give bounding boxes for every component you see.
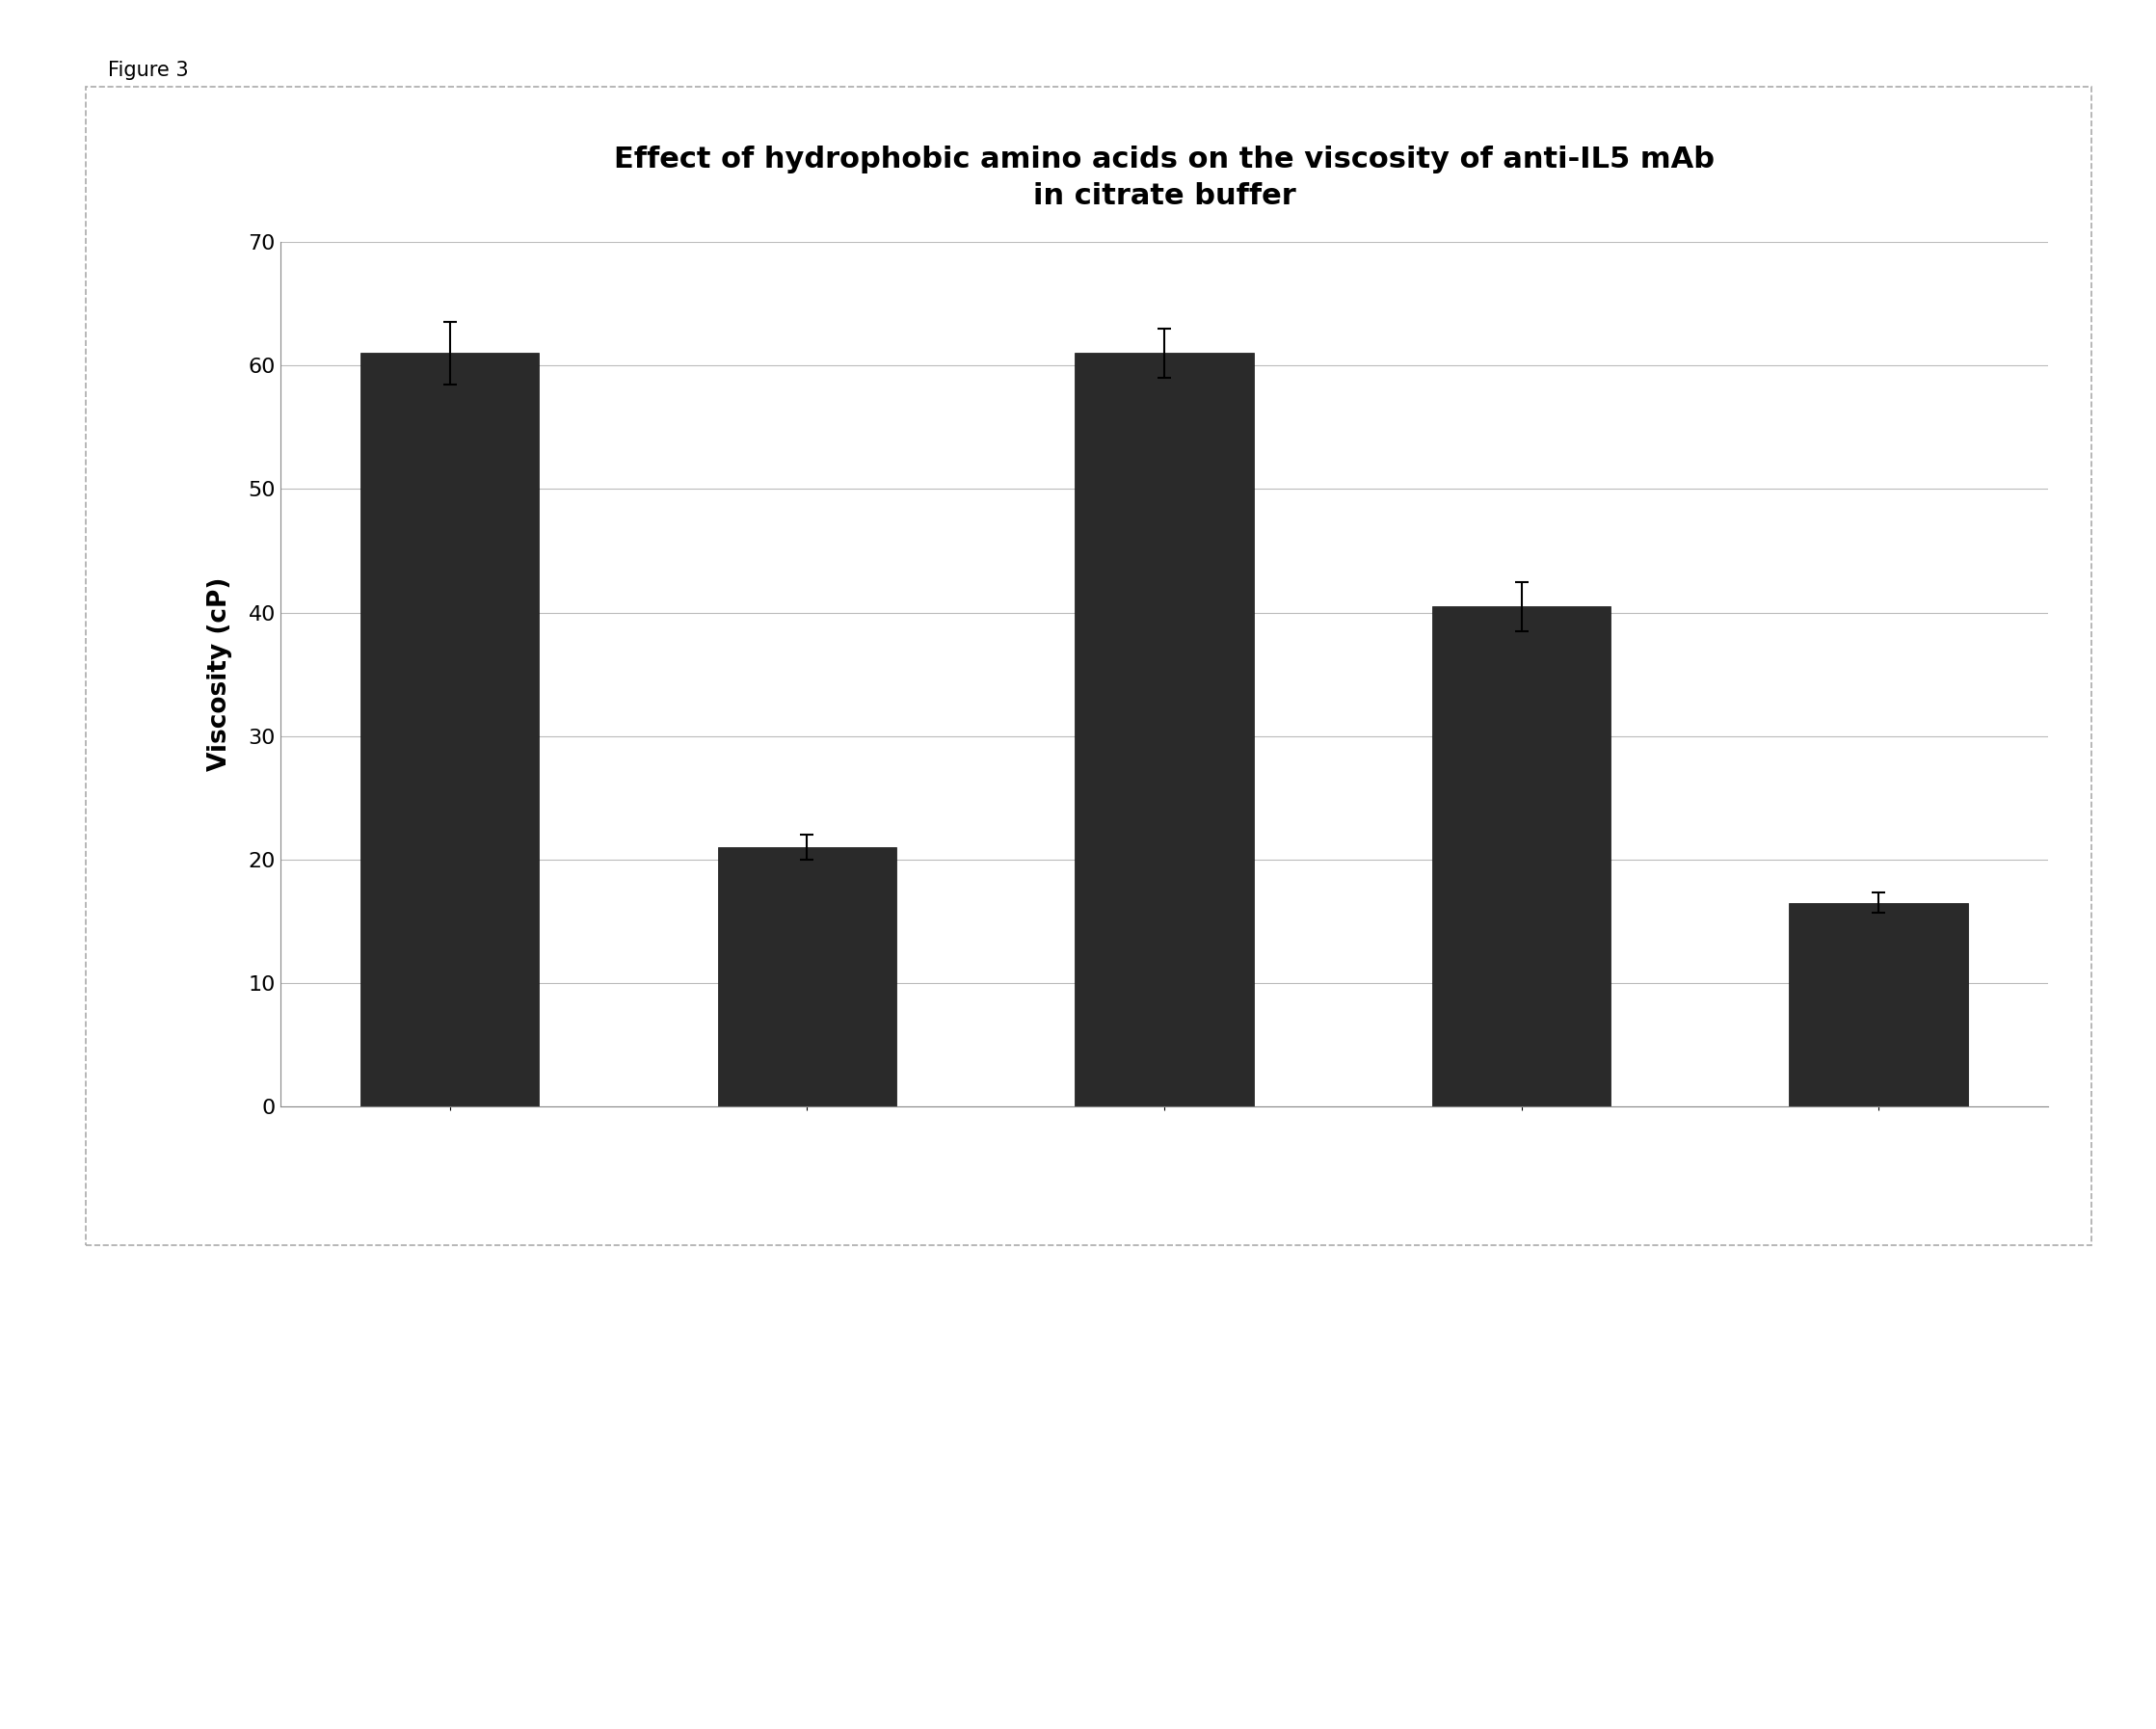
Bar — [718, 847, 897, 1107]
Text: Figure 3: Figure 3 — [108, 61, 188, 80]
Bar — [360, 353, 539, 1107]
Bar — [1076, 353, 1253, 1107]
Y-axis label: Viscosity (cP): Viscosity (cP) — [207, 577, 233, 771]
Bar — [1432, 607, 1611, 1107]
Title: Effect of hydrophobic amino acids on the viscosity of anti-IL5 mAb
in citrate bu: Effect of hydrophobic amino acids on the… — [614, 145, 1714, 211]
Bar — [1789, 903, 1968, 1107]
